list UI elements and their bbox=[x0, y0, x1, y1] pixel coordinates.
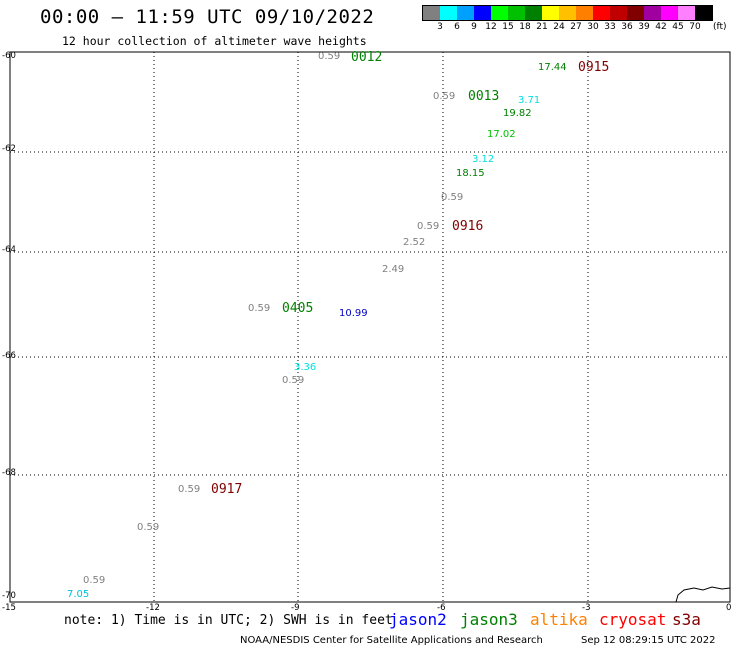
colorbar-swatch bbox=[661, 6, 678, 20]
colorbar-swatch bbox=[610, 6, 627, 20]
lat-label: -60 bbox=[2, 51, 16, 61]
colorbar-tick-label: 9 bbox=[471, 22, 477, 32]
credit-text: NOAA/NESDIS Center for Satellite Applica… bbox=[240, 635, 543, 646]
colorbar-swatch bbox=[559, 6, 576, 20]
colorbar-tick-label: 6 bbox=[454, 22, 460, 32]
pass-time-label: 0405 bbox=[282, 301, 314, 316]
pass-time-label: 0013 bbox=[468, 89, 500, 104]
wave-height-label: 0.59 bbox=[137, 522, 160, 533]
colorbar-tick-label: 45 bbox=[672, 22, 684, 32]
legend-jason3: jason3 bbox=[460, 610, 518, 629]
colorbar-tick-label: 39 bbox=[638, 22, 650, 32]
colorbar-swatch bbox=[474, 6, 491, 20]
wave-height-label: 19.82 bbox=[503, 108, 532, 119]
lon-label: -12 bbox=[146, 603, 160, 613]
colorbar-tick-label: 18 bbox=[519, 22, 531, 32]
timestamp-text: Sep 12 08:29:15 UTC 2022 bbox=[581, 635, 716, 646]
colorbar-tick-label: 70 bbox=[689, 22, 701, 32]
pass-time-label: 0915 bbox=[578, 60, 610, 75]
pass-time-label: 0917 bbox=[211, 482, 243, 497]
pass-time-label: 0012 bbox=[351, 50, 383, 65]
colorbar-swatch bbox=[440, 6, 457, 20]
wave-height-label: 17.02 bbox=[487, 129, 516, 140]
lat-label: -70 bbox=[2, 591, 16, 601]
wave-height-label: 3.12 bbox=[472, 154, 495, 165]
colorbar-swatch bbox=[491, 6, 508, 20]
map-border bbox=[9, 51, 731, 603]
colorbar-swatch bbox=[423, 6, 440, 20]
wave-height-label: 0.59 bbox=[282, 375, 305, 386]
colorbar-tick-label: 3 bbox=[437, 22, 443, 32]
colorbar-tick-label: 12 bbox=[485, 22, 497, 32]
note-text: note: 1) Time is in UTC; 2) SWH is in fe… bbox=[64, 613, 393, 628]
colorbar-tick-label: 33 bbox=[604, 22, 616, 32]
legend-jason2: jason2 bbox=[389, 610, 447, 629]
wave-height-label: 3.71 bbox=[518, 95, 541, 106]
colorbar-swatch bbox=[457, 6, 474, 20]
colorbar-swatch bbox=[678, 6, 695, 20]
colorbar-swatch bbox=[576, 6, 593, 20]
wave-height-colorbar bbox=[422, 5, 713, 21]
legend-cryosat: cryosat bbox=[599, 610, 667, 629]
legend-altika: altika bbox=[530, 610, 588, 629]
wave-height-label: 3.36 bbox=[294, 362, 317, 373]
coastline bbox=[675, 586, 731, 603]
lon-label: -3 bbox=[582, 603, 591, 613]
graticule bbox=[10, 52, 730, 602]
wave-height-label: 2.52 bbox=[403, 237, 426, 248]
wave-height-label: 18.15 bbox=[456, 168, 485, 179]
colorbar-tick-label: 36 bbox=[621, 22, 633, 32]
colorbar-swatch bbox=[627, 6, 644, 20]
lon-label: -6 bbox=[437, 603, 446, 613]
colorbar-tick-label: 21 bbox=[536, 22, 548, 32]
colorbar-tick-label: 30 bbox=[587, 22, 599, 32]
wave-height-label: 0.59 bbox=[318, 51, 341, 62]
map-title: 00:00 – 11:59 UTC 09/10/2022 bbox=[40, 6, 375, 28]
lat-label: -66 bbox=[2, 351, 16, 361]
colorbar-swatch bbox=[593, 6, 610, 20]
legend-s3a: s3a bbox=[672, 610, 701, 629]
wave-height-label: 17.44 bbox=[538, 62, 567, 73]
lat-label: -64 bbox=[2, 245, 16, 255]
colorbar-unit: (ft) bbox=[713, 22, 727, 32]
wave-height-label: 10.99 bbox=[339, 308, 368, 319]
wave-height-label: 2.49 bbox=[382, 264, 405, 275]
lat-label: -68 bbox=[2, 468, 16, 478]
lon-label: 0 bbox=[726, 603, 732, 613]
wave-height-label: 0.59 bbox=[83, 575, 106, 586]
wave-height-label: 0.59 bbox=[248, 303, 271, 314]
colorbar-tick-label: 15 bbox=[502, 22, 514, 32]
lat-label: -62 bbox=[2, 144, 16, 154]
wave-height-label: 0.59 bbox=[433, 91, 456, 102]
wave-height-label: 0.59 bbox=[441, 192, 464, 203]
wave-height-label: 0.59 bbox=[178, 484, 201, 495]
colorbar-tick-label: 42 bbox=[655, 22, 667, 32]
colorbar-swatch bbox=[542, 6, 559, 20]
wave-height-label: 0.59 bbox=[417, 221, 440, 232]
lon-label: -9 bbox=[291, 603, 300, 613]
colorbar-swatch bbox=[644, 6, 661, 20]
colorbar-tick-label: 24 bbox=[553, 22, 565, 32]
lon-label: -15 bbox=[2, 603, 16, 613]
pass-time-label: 0916 bbox=[452, 219, 484, 234]
colorbar-tick-label: 27 bbox=[570, 22, 582, 32]
map-subtitle: 12 hour collection of altimeter wave hei… bbox=[62, 34, 367, 48]
wave-height-label: 7.05 bbox=[67, 589, 90, 600]
colorbar-swatch bbox=[508, 6, 525, 20]
colorbar-swatch bbox=[695, 6, 712, 20]
colorbar-swatch bbox=[525, 6, 542, 20]
